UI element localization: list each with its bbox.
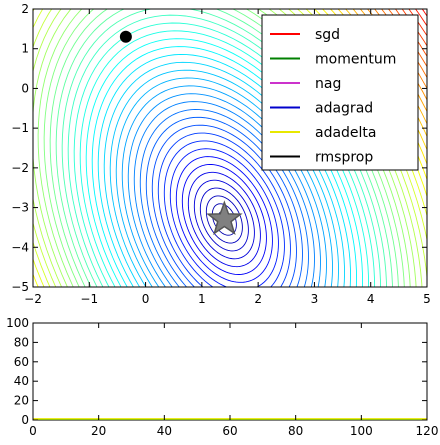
contour-plot-frame <box>32 8 428 288</box>
progress-plot: 0 20 40 60 80 100 120 0 20 40 60 80 100 <box>6 316 438 438</box>
contour-line <box>33 9 427 287</box>
contour-line <box>145 116 303 287</box>
y-tick-label: 1 <box>21 42 29 56</box>
x-tick-label: 3 <box>311 292 319 306</box>
contour-line <box>169 148 279 287</box>
legend-frame <box>261 14 419 171</box>
contour-line <box>55 9 393 287</box>
contour-y-axis: −5 −4 −3 −2 −1 0 1 2 <box>11 2 427 294</box>
contour-line <box>49 9 399 287</box>
start-point-marker <box>119 30 132 43</box>
legend-label-nag: nag <box>315 76 341 92</box>
y-tick-label: 40 <box>14 374 29 388</box>
contour-line <box>33 9 423 287</box>
contour-line <box>199 187 249 252</box>
x-tick-label: 4 <box>367 292 375 306</box>
y-tick-label: −4 <box>11 240 29 254</box>
y-tick-label: 0 <box>21 81 29 95</box>
contour-line <box>73 22 376 287</box>
contour-line <box>37 9 411 287</box>
x-tick-label: 80 <box>288 424 303 438</box>
contour-line <box>109 69 339 287</box>
contour-line <box>151 124 297 287</box>
x-tick-label: 0 <box>142 292 150 306</box>
contour-line <box>139 108 309 287</box>
x-tick-label: 1 <box>198 292 206 306</box>
y-tick-label: −5 <box>11 280 29 294</box>
progress-plot-frame <box>32 322 428 421</box>
contour-line <box>67 14 381 287</box>
contour-line <box>61 9 387 287</box>
contour-line <box>157 132 291 287</box>
contour-line <box>175 156 273 283</box>
y-tick-label: −3 <box>11 201 29 215</box>
contour-line <box>181 164 267 275</box>
legend-label-adadelta: adadelta <box>315 125 377 141</box>
contour-line <box>127 93 321 287</box>
legend-label-rmsprop: rmsprop <box>315 150 373 166</box>
contour-line <box>103 61 345 287</box>
contour-line <box>193 179 255 260</box>
y-tick-label: 0 <box>21 413 29 427</box>
progress-x-axis: 0 20 40 60 80 100 120 <box>29 323 438 438</box>
minimum-star-marker <box>206 200 243 236</box>
contour-line <box>79 30 370 287</box>
legend-label-adagrad: adagrad <box>315 101 373 117</box>
contour-x-axis: −2 −1 0 1 2 3 4 5 <box>24 9 431 306</box>
x-tick-label: 120 <box>416 424 439 438</box>
legend-label-momentum: momentum <box>315 52 396 68</box>
contour-line <box>33 9 427 287</box>
legend-label-sgd: sgd <box>315 27 340 43</box>
contour-line <box>187 171 261 268</box>
y-tick-label: 20 <box>14 394 29 408</box>
contour-line <box>163 140 285 287</box>
contour-line <box>33 9 417 287</box>
x-tick-label: 0 <box>29 424 37 438</box>
x-tick-label: 100 <box>350 424 373 438</box>
y-tick-label: 100 <box>6 316 29 330</box>
contour-line <box>85 38 364 287</box>
contour-line <box>43 9 405 287</box>
contour-line <box>133 101 315 287</box>
x-tick-label: 60 <box>222 424 237 438</box>
y-tick-label: −2 <box>11 161 29 175</box>
x-tick-label: 5 <box>423 292 431 306</box>
x-tick-label: −2 <box>24 292 42 306</box>
y-tick-label: −1 <box>11 121 29 135</box>
x-tick-label: 2 <box>254 292 262 306</box>
contour-line <box>115 77 333 287</box>
x-tick-label: 20 <box>91 424 106 438</box>
legend: sgd momentum nag adagrad adadelta rmsprop <box>261 14 419 171</box>
contour-line <box>121 85 327 287</box>
x-tick-label: 40 <box>157 424 172 438</box>
progress-y-axis: 0 20 40 60 80 100 <box>6 316 427 427</box>
y-tick-label: 2 <box>21 2 29 16</box>
x-tick-label: −1 <box>80 292 98 306</box>
contour-line <box>97 53 352 287</box>
y-tick-label: 80 <box>14 335 29 349</box>
contour-line <box>205 195 243 244</box>
y-tick-label: 60 <box>14 355 29 369</box>
contour-line <box>91 46 358 287</box>
